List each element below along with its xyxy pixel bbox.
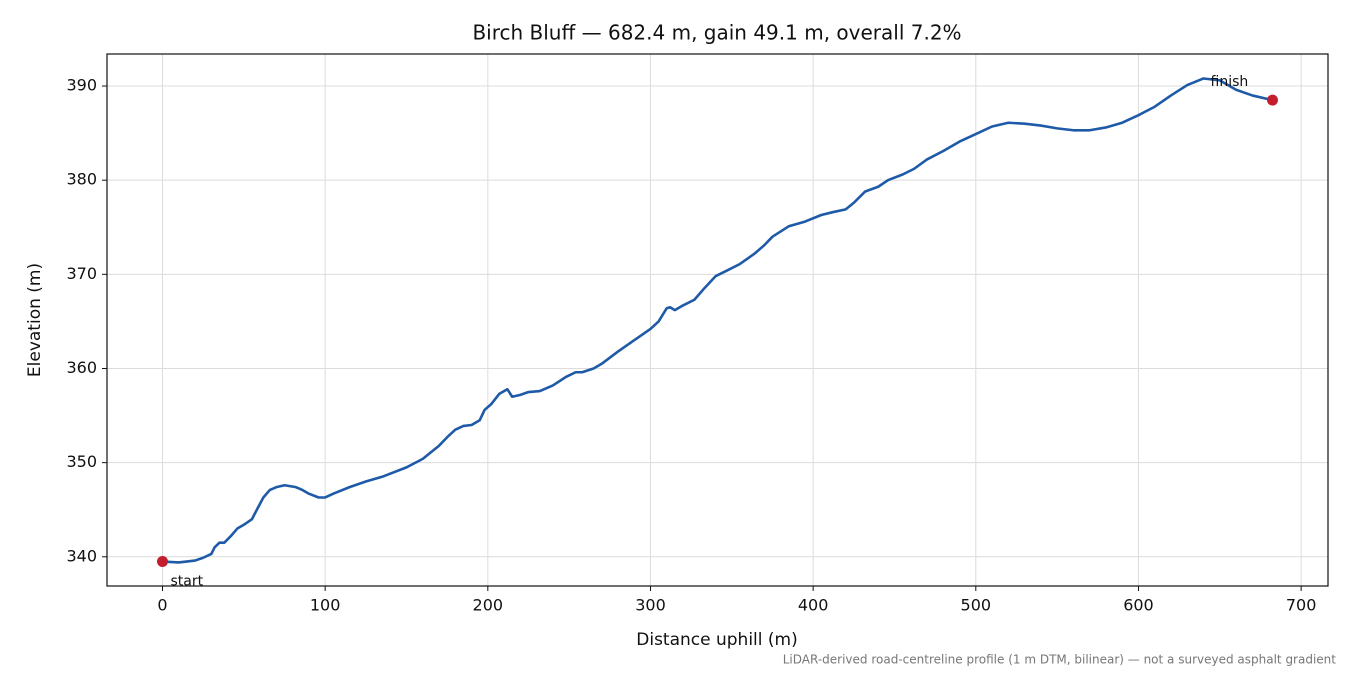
x-tick-label: 700 [1286, 596, 1317, 615]
y-tick-label: 390 [66, 76, 97, 95]
y-tick-label: 370 [66, 264, 97, 283]
x-tick-label: 500 [961, 596, 992, 615]
chart-title: Birch Bluff — 682.4 m, gain 49.1 m, over… [472, 21, 961, 45]
x-tick-label: 200 [473, 596, 504, 615]
endpoint-label: start [171, 574, 204, 590]
y-tick-label: 360 [66, 358, 97, 377]
y-axis-label: Elevation (m) [25, 263, 45, 377]
y-tick-label: 380 [66, 170, 97, 189]
endpoint-marker [1267, 94, 1278, 106]
footnote: LiDAR-derived road-centreline profile (1… [783, 653, 1337, 667]
x-tick-label: 100 [310, 596, 341, 615]
endpoint-label: finish [1211, 74, 1249, 90]
x-tick-label: 600 [1123, 596, 1154, 615]
x-axis-label: Distance uphill (m) [636, 630, 797, 650]
y-tick-label: 340 [66, 546, 97, 565]
x-tick-label: 400 [798, 596, 829, 615]
x-tick-label: 300 [635, 596, 666, 615]
elevation-line [162, 77, 1273, 564]
x-tick-label: 0 [157, 596, 167, 615]
plot-frame [106, 53, 1329, 587]
endpoint-marker [157, 556, 168, 568]
y-tick-label: 350 [66, 452, 97, 471]
